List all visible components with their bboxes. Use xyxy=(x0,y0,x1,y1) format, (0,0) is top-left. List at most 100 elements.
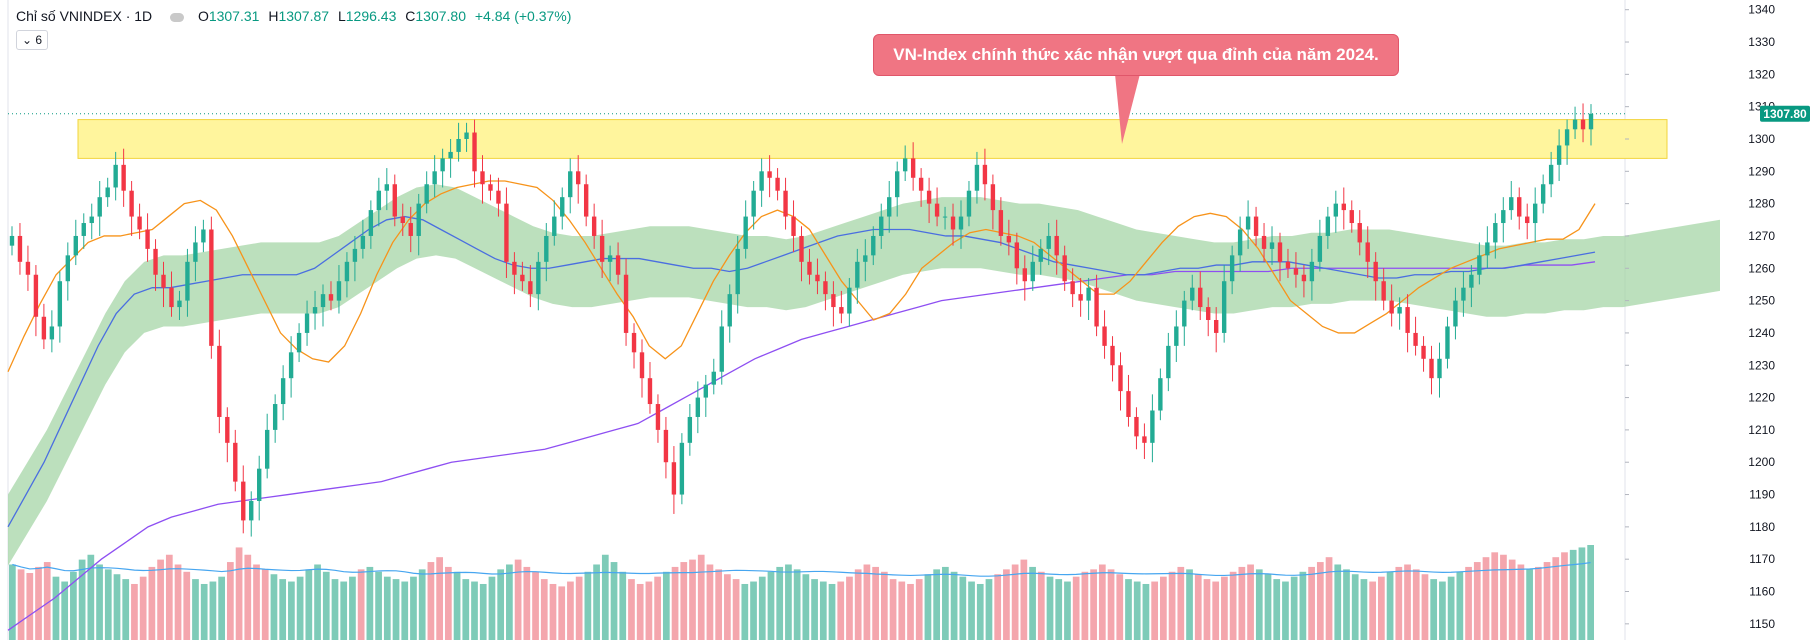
candle-body xyxy=(105,187,110,198)
volume-bar xyxy=(1587,545,1594,640)
candle-body xyxy=(1317,235,1323,262)
volume-bar xyxy=(776,566,784,640)
chevron-down-icon: ⌄ xyxy=(21,33,33,47)
candle-body xyxy=(336,281,342,301)
candle-body xyxy=(1237,229,1243,256)
candle-body xyxy=(1517,197,1522,217)
candle-body xyxy=(1540,184,1546,204)
volume-bar xyxy=(540,579,548,640)
candle-body xyxy=(1277,242,1283,262)
volume-bar xyxy=(715,569,723,640)
candle-body xyxy=(416,203,421,236)
volume-bar xyxy=(985,579,993,640)
candle-body xyxy=(129,190,134,217)
candle-body xyxy=(304,313,310,333)
volume-bar xyxy=(750,581,757,640)
chart-legend: Chỉ số VNINDEX · 1D O1307.31 H1307.87 L1… xyxy=(16,8,571,24)
volume-bar xyxy=(244,554,252,640)
volume-bar xyxy=(104,569,112,640)
candle-body xyxy=(368,210,374,236)
volume-bar xyxy=(628,579,635,640)
volume-bar xyxy=(1569,549,1577,640)
y-tick-label: 1170 xyxy=(1749,552,1775,566)
ma-fast-line xyxy=(7,180,1596,372)
candle-body xyxy=(272,404,278,430)
candle-body xyxy=(25,261,31,275)
candle-body xyxy=(1054,235,1059,256)
volume-bar xyxy=(654,576,661,640)
volume-bar xyxy=(26,573,34,640)
candle-body xyxy=(879,216,884,236)
volume-bar xyxy=(532,571,539,640)
candle-body xyxy=(1198,287,1203,308)
candle-body xyxy=(767,171,772,178)
volume-bar xyxy=(758,576,766,640)
volume-bar xyxy=(305,569,313,640)
volume-bar xyxy=(288,581,295,640)
candle-body xyxy=(599,235,605,262)
volume-bar xyxy=(1412,569,1420,640)
candle-body xyxy=(687,416,693,443)
candle-body xyxy=(488,184,493,191)
candle-body xyxy=(1429,358,1434,379)
candle-body xyxy=(41,316,47,340)
annotation-callout[interactable]: VN-Index chính thức xác nhận vượt qua đỉ… xyxy=(873,34,1399,76)
volume-bar xyxy=(689,559,696,640)
candle-body xyxy=(934,203,940,217)
y-tick-label: 1280 xyxy=(1748,197,1775,211)
candle-body xyxy=(831,294,836,308)
candle-body xyxy=(264,429,270,469)
y-tick-label: 1300 xyxy=(1748,132,1775,146)
candle-body xyxy=(464,132,469,139)
candle-body xyxy=(1397,307,1402,314)
candle-body xyxy=(512,261,517,275)
candle-body xyxy=(1110,345,1115,366)
volume-bar xyxy=(811,579,818,640)
volume-bar xyxy=(1308,566,1315,640)
candle-body xyxy=(1301,274,1307,282)
volume-bar xyxy=(1046,576,1054,640)
volume-bar xyxy=(706,564,714,640)
volume-bar xyxy=(1334,564,1342,640)
candle-body xyxy=(1190,287,1195,301)
resistance-zone xyxy=(77,119,1668,159)
volume-bar xyxy=(1378,576,1385,640)
volume-bar xyxy=(1090,569,1097,640)
volume-bar xyxy=(1430,579,1438,640)
candle-body xyxy=(480,171,485,185)
candle-body xyxy=(376,190,382,211)
volume-bar xyxy=(1395,566,1403,640)
low-value: 1296.43 xyxy=(345,8,397,24)
volume-bar xyxy=(1247,564,1254,640)
volume-bar xyxy=(226,562,234,640)
volume-bar xyxy=(331,579,339,640)
volume-bar xyxy=(1439,581,1446,640)
volume-bar xyxy=(575,576,583,640)
volume-bar xyxy=(314,564,321,640)
candle-body xyxy=(1022,268,1027,282)
candle-body xyxy=(799,235,804,262)
candle-body xyxy=(1381,281,1386,301)
candle-body xyxy=(392,184,397,217)
y-tick-label: 1250 xyxy=(1748,294,1775,308)
volume-bar xyxy=(366,566,374,640)
candle-body xyxy=(1509,197,1514,211)
y-tick-label: 1210 xyxy=(1748,423,1775,437)
indicators-collapse-button[interactable]: ⌄ 6 xyxy=(16,30,48,50)
volume-bar xyxy=(636,583,644,640)
volume-bar xyxy=(322,571,330,640)
volume-bar xyxy=(1282,581,1289,640)
candle-body xyxy=(97,197,102,217)
volume-bar xyxy=(976,583,984,640)
candle-body xyxy=(623,274,629,333)
candle-body xyxy=(544,235,549,262)
volume-bar xyxy=(837,581,845,640)
symbol-title[interactable]: Chỉ số VNINDEX · 1D xyxy=(16,8,153,24)
candle-body xyxy=(823,281,828,295)
volume-bar xyxy=(1255,569,1263,640)
volume-bar xyxy=(863,564,871,640)
candle-body xyxy=(9,235,15,246)
candle-body xyxy=(1437,358,1442,379)
